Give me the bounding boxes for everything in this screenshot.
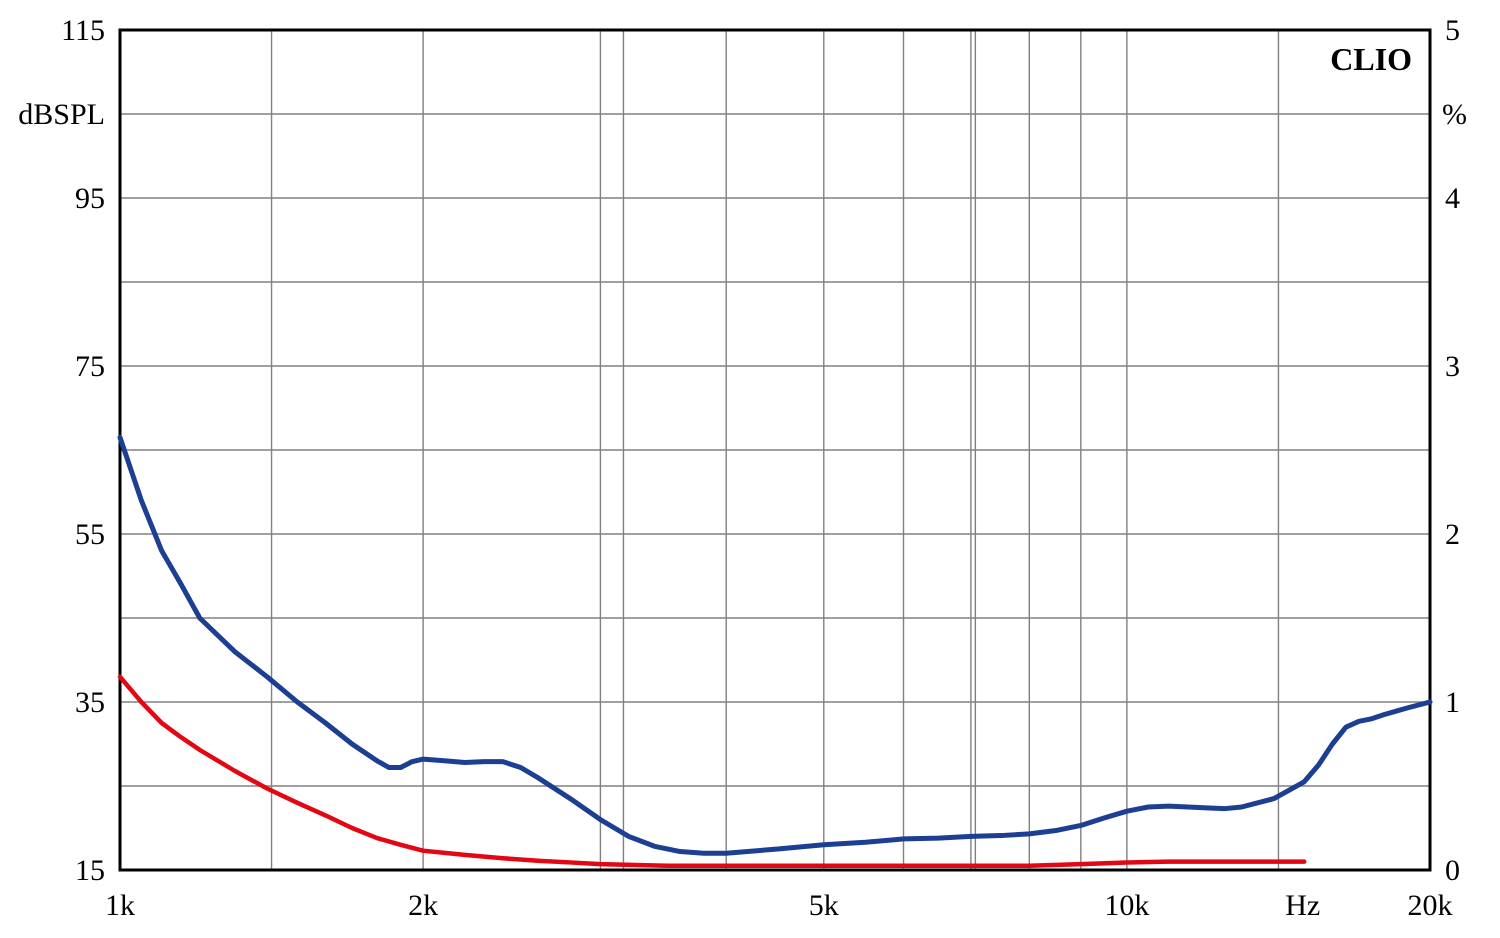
y-left-tick-label: 75	[75, 350, 105, 383]
y-right-tick-label: 0	[1445, 854, 1460, 887]
y-right-unit-label: %	[1442, 98, 1467, 131]
y-left-tick-label: 15	[75, 854, 105, 887]
frequency-response-chart: 15 35 55 75 95 115 dBSPL 0 1 2 3 4 5% 1k 2k 5k 10k 20k Hz C…	[0, 0, 1500, 938]
y-right-tick-label: 5	[1445, 14, 1460, 47]
y-right-tick-label: 1	[1445, 686, 1460, 719]
x-tick-label: 5k	[809, 889, 839, 922]
y-left-tick-label: 55	[75, 518, 105, 551]
y-right-tick-label: 4	[1445, 182, 1460, 215]
y-right-tick-label: 2	[1445, 518, 1460, 551]
y-left-tick-label: 115	[61, 14, 105, 47]
x-tick-label: 10k	[1104, 889, 1149, 922]
y-right-tick-label: 3	[1445, 350, 1460, 383]
y-left-tick-label: 35	[75, 686, 105, 719]
x-tick-label: 20k	[1408, 889, 1453, 922]
y-left-unit-label: dBSPL	[18, 98, 105, 131]
y-left-tick-label: 95	[75, 182, 105, 215]
watermark-label: CLIO	[1330, 41, 1412, 77]
x-tick-label: 1k	[105, 889, 135, 922]
x-tick-label: 2k	[408, 889, 438, 922]
x-unit-label: Hz	[1285, 889, 1320, 922]
